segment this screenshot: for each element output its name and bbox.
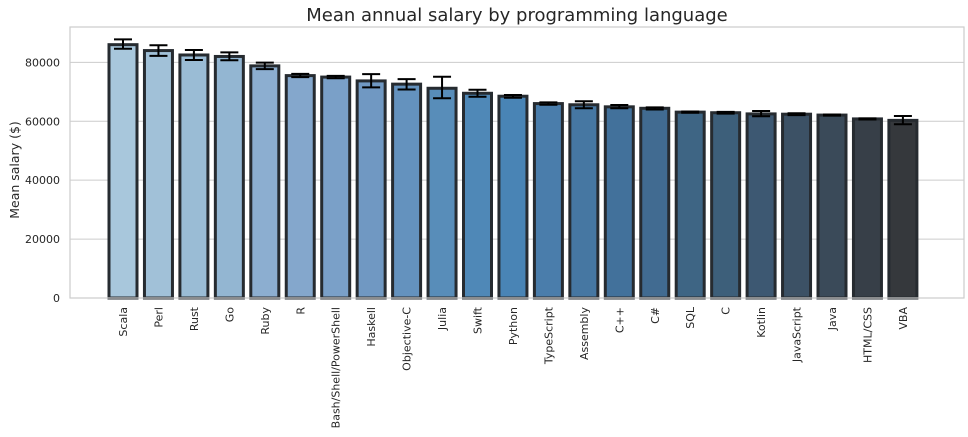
bar [426,86,458,300]
error-bars [114,38,912,126]
bar [568,103,600,300]
bar [639,106,671,300]
bar [603,105,635,300]
plot-frame [69,26,965,299]
error-bar [893,114,912,126]
y-tick-label: 40000 [25,174,60,187]
x-tick-label: Scala [117,307,130,337]
bar [674,110,706,300]
error-bar [149,44,168,57]
x-tick-label: VBA [897,307,910,330]
bar [497,94,529,300]
x-tick-label: Java [826,307,839,331]
bar [851,117,883,300]
error-bar [823,113,841,117]
x-tick-label: TypeScript [542,306,555,365]
bar [816,113,848,300]
x-tick-label: Python [507,307,520,345]
error-bar [752,109,771,118]
bar [249,64,281,300]
error-bar [681,110,700,114]
error-bar [468,88,487,98]
bar [213,54,245,300]
bar [107,43,139,300]
error-bar [716,110,735,115]
error-bar [645,106,664,111]
error-bar [255,61,274,71]
x-tick-label: C [720,307,733,315]
x-tick-label: Objective-C [401,307,414,371]
error-bar [362,73,381,89]
bar [781,112,813,300]
error-bar [787,112,806,117]
x-tick-label: Ruby [259,307,272,335]
error-bar [574,100,593,110]
x-tick-label: Perl [152,307,165,328]
bar [355,79,387,300]
error-bar [114,38,132,50]
error-bar [397,78,416,91]
bar [710,111,742,300]
error-bar [220,51,239,62]
x-tick-label: C++ [613,307,626,333]
chart-title: Mean annual salary by programming langua… [306,5,728,26]
y-tick-label: 0 [53,292,60,305]
bar [320,75,352,300]
bar [178,53,210,300]
error-bar [610,104,629,110]
y-tick-label: 60000 [25,115,60,128]
x-tick-label: SQL [684,306,697,329]
x-tick-label: Assembly [578,307,591,361]
bar [745,112,777,300]
bar [532,102,564,300]
y-axis-ticks: 0 20000 40000 60000 80000 [25,56,60,305]
bar [391,82,423,300]
bar [284,74,316,300]
x-tick-label: JavaScript [791,306,804,363]
bar [142,49,174,300]
y-tick-label: 20000 [25,233,60,246]
x-tick-label: Julia [436,307,449,331]
bars [107,43,919,300]
y-axis-label: Mean salary ($) [7,121,22,219]
error-bar [858,117,877,121]
x-tick-label: C# [649,307,662,324]
x-tick-label: Go [223,307,236,323]
bar [462,91,493,300]
error-bar [539,101,558,106]
x-tick-label: Bash/Shell/PowerShell [330,307,343,428]
x-tick-label: Swift [472,306,485,334]
x-tick-label: R [294,307,307,315]
y-tick-label: 80000 [25,56,60,69]
x-tick-label: Haskell [365,307,378,347]
bar [887,118,919,300]
error-bar [433,75,452,100]
error-bar [291,72,310,79]
x-tick-label: HTML/CSS [861,307,874,363]
error-bar [184,48,203,61]
error-bar [326,74,345,80]
x-axis-ticks: Scala Perl Rust Go Ruby R Bash/Shell/PowerShel… [117,306,910,428]
error-bar [503,94,522,99]
x-tick-label: Kotlin [755,307,768,338]
x-tick-label: Rust [188,306,201,331]
